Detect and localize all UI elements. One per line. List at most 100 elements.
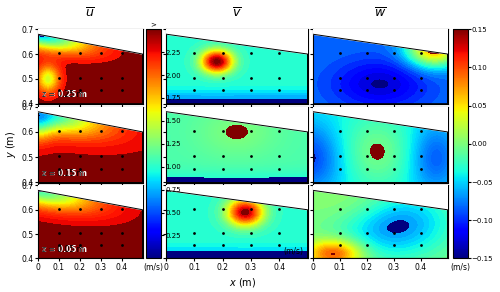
- Point: [96, 75, 104, 80]
- Point: [390, 51, 398, 55]
- Text: >: >: [150, 21, 156, 27]
- Point: [118, 206, 126, 211]
- Point: [190, 166, 198, 171]
- Polygon shape: [38, 183, 142, 210]
- Point: [275, 75, 283, 80]
- Point: [96, 206, 104, 211]
- Point: [54, 231, 62, 235]
- Point: [118, 88, 126, 92]
- Point: [362, 243, 370, 247]
- Point: [247, 206, 255, 211]
- Point: [416, 88, 424, 92]
- Point: [96, 51, 104, 55]
- Point: [247, 231, 255, 235]
- Point: [362, 231, 370, 235]
- Point: [118, 166, 126, 171]
- Y-axis label: $y$ (m): $y$ (m): [4, 131, 18, 158]
- Point: [247, 51, 255, 55]
- Point: [336, 154, 344, 158]
- Point: [336, 128, 344, 133]
- Text: z = 0.15 m: z = 0.15 m: [42, 169, 84, 178]
- Point: [416, 51, 424, 55]
- Point: [218, 51, 226, 55]
- Point: [118, 51, 126, 55]
- Point: [362, 51, 370, 55]
- Point: [190, 128, 198, 133]
- Point: [218, 88, 226, 92]
- Point: [218, 166, 226, 171]
- Point: [275, 128, 283, 133]
- Point: [390, 154, 398, 158]
- Text: (m/s): (m/s): [284, 247, 304, 256]
- Point: [118, 243, 126, 247]
- Point: [362, 154, 370, 158]
- Point: [54, 75, 62, 80]
- Point: [416, 154, 424, 158]
- Text: $\overline{u}$: $\overline{u}$: [85, 6, 95, 20]
- Point: [190, 243, 198, 247]
- Point: [76, 243, 84, 247]
- Point: [362, 88, 370, 92]
- Point: [96, 231, 104, 235]
- Point: [218, 75, 226, 80]
- Point: [96, 243, 104, 247]
- Point: [336, 75, 344, 80]
- Polygon shape: [312, 104, 448, 132]
- Point: [336, 243, 344, 247]
- Polygon shape: [166, 104, 308, 132]
- Point: [416, 166, 424, 171]
- Point: [247, 128, 255, 133]
- Point: [54, 51, 62, 55]
- Point: [275, 206, 283, 211]
- Point: [76, 51, 84, 55]
- Point: [416, 75, 424, 80]
- Point: [76, 231, 84, 235]
- Point: [275, 51, 283, 55]
- Point: [275, 243, 283, 247]
- Point: [118, 128, 126, 133]
- Polygon shape: [166, 27, 308, 54]
- Text: z = 0.15 m: z = 0.15 m: [42, 169, 86, 178]
- Polygon shape: [38, 27, 142, 54]
- Point: [54, 166, 62, 171]
- Point: [218, 154, 226, 158]
- Point: [218, 231, 226, 235]
- Polygon shape: [38, 104, 142, 132]
- Point: [336, 51, 344, 55]
- Point: [54, 154, 62, 158]
- Text: z = 0.05 m: z = 0.05 m: [42, 245, 86, 254]
- Point: [416, 231, 424, 235]
- Point: [118, 231, 126, 235]
- Point: [362, 206, 370, 211]
- Point: [275, 88, 283, 92]
- Point: [190, 231, 198, 235]
- Point: [54, 206, 62, 211]
- Point: [76, 128, 84, 133]
- Point: [247, 243, 255, 247]
- Point: [190, 88, 198, 92]
- Point: [76, 75, 84, 80]
- Text: $\overline{w}$: $\overline{w}$: [374, 6, 386, 20]
- Point: [275, 154, 283, 158]
- Point: [76, 206, 84, 211]
- Point: [190, 75, 198, 80]
- Text: z = 0.05 m: z = 0.05 m: [42, 245, 84, 254]
- Point: [336, 166, 344, 171]
- Point: [118, 154, 126, 158]
- Point: [275, 231, 283, 235]
- Point: [118, 75, 126, 80]
- Point: [336, 231, 344, 235]
- Point: [416, 206, 424, 211]
- Text: $x$ (m): $x$ (m): [229, 276, 256, 289]
- Text: z = 0.25 m: z = 0.25 m: [42, 90, 86, 99]
- Point: [390, 128, 398, 133]
- Point: [247, 88, 255, 92]
- Point: [190, 206, 198, 211]
- Point: [390, 88, 398, 92]
- Text: $\overline{v}$: $\overline{v}$: [232, 6, 241, 20]
- Point: [54, 88, 62, 92]
- Point: [218, 243, 226, 247]
- Polygon shape: [166, 183, 308, 210]
- Point: [76, 154, 84, 158]
- Point: [54, 128, 62, 133]
